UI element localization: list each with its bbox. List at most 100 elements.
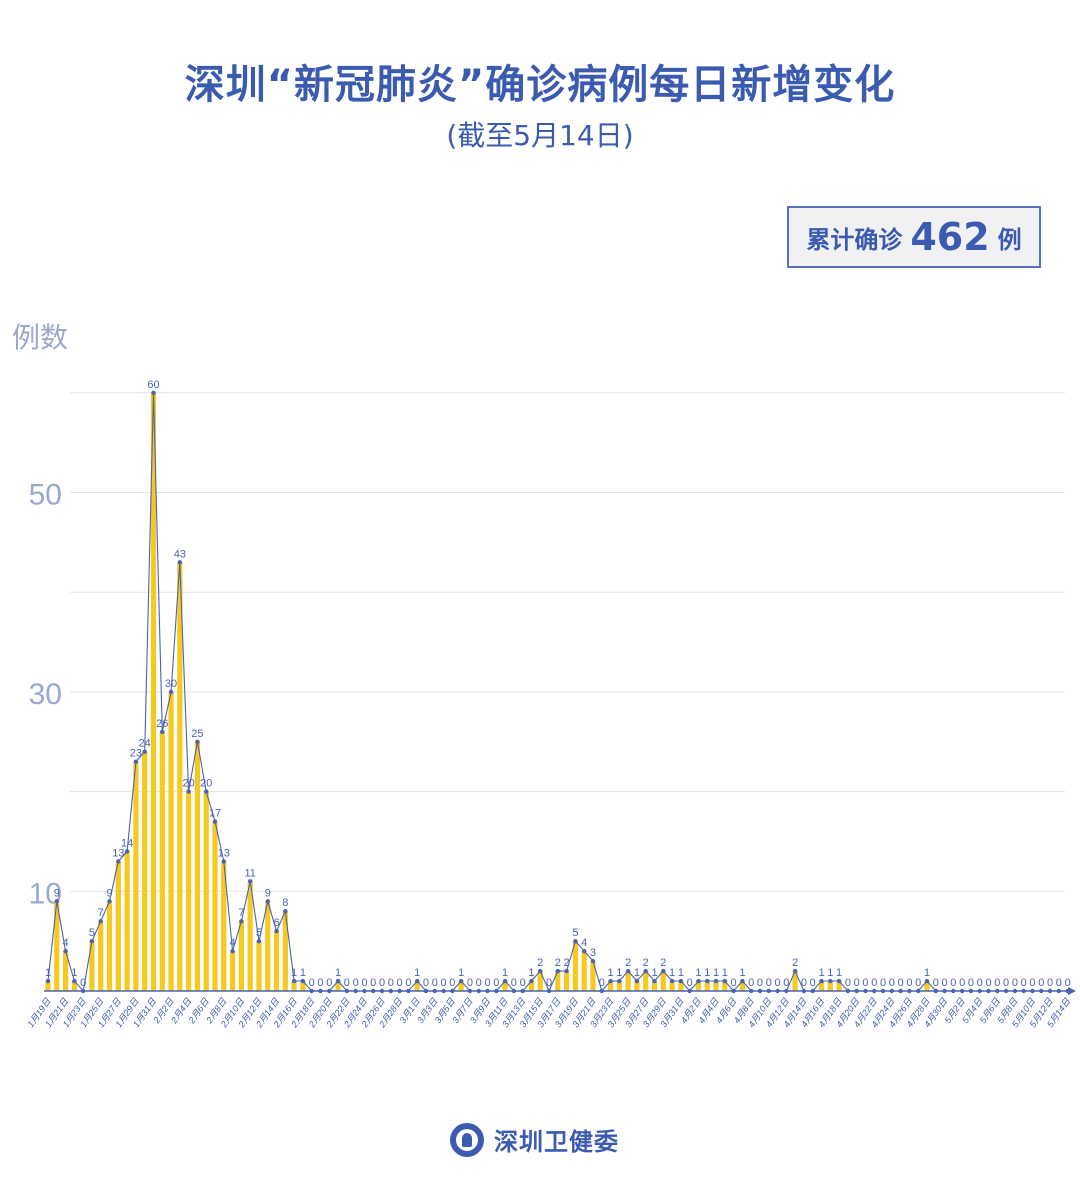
data-label: 0 (968, 977, 974, 989)
bar (291, 981, 297, 991)
data-point (362, 988, 367, 994)
data-point (801, 988, 807, 994)
bar (818, 981, 825, 991)
data-label: 0 (854, 977, 860, 989)
data-point (63, 948, 68, 954)
data-label: 7 (238, 907, 244, 919)
data-label: 0 (1038, 977, 1044, 989)
data-label: 0 (432, 977, 438, 989)
data-label: 1 (502, 967, 508, 979)
bar (572, 941, 578, 991)
data-point (458, 978, 464, 984)
data-label: 1 (291, 967, 297, 979)
data-point (546, 988, 552, 994)
data-label: 0 (370, 977, 376, 989)
bar (282, 911, 288, 991)
data-label: 0 (520, 977, 526, 989)
bar (581, 951, 587, 991)
bar (634, 981, 640, 991)
data-point (511, 988, 517, 994)
data-label: 0 (687, 977, 693, 989)
data-point (309, 988, 314, 994)
data-point (379, 988, 385, 994)
data-label: 0 (309, 977, 315, 989)
total-cases-label: 累计确诊 (806, 225, 903, 254)
data-label: 1 (607, 967, 613, 979)
y-axis-label: 例数 (12, 321, 69, 354)
data-label: 2 (625, 957, 631, 969)
data-label: 0 (757, 977, 763, 989)
data-point (247, 879, 253, 884)
data-label: 1 (651, 967, 657, 979)
data-label: 0 (1056, 977, 1062, 989)
data-point (388, 988, 394, 994)
data-point (617, 978, 622, 984)
data-point (590, 958, 596, 964)
data-point (845, 988, 851, 994)
data-label: 0 (977, 977, 983, 989)
data-label: 0 (405, 977, 411, 989)
data-label: 0 (933, 977, 939, 989)
data-label: 2 (555, 957, 561, 969)
data-point (1021, 988, 1026, 994)
data-point (731, 988, 736, 994)
bar (238, 921, 244, 991)
data-point (661, 968, 666, 974)
data-point (520, 988, 525, 994)
data-point (669, 978, 675, 984)
bar (625, 971, 631, 991)
data-point (142, 749, 147, 754)
bar (660, 971, 666, 991)
data-label: 11 (244, 867, 255, 879)
y-tick-label: 50 (29, 479, 62, 512)
data-point (80, 988, 86, 994)
data-label: 4 (581, 937, 587, 949)
data-label: 0 (880, 977, 886, 989)
data-label: 4 (230, 937, 236, 949)
bar (537, 971, 543, 991)
data-label: 0 (344, 977, 350, 989)
data-label: 0 (361, 977, 367, 989)
data-point (177, 560, 183, 565)
total-cases-badge: 累计确诊 462 例 (787, 206, 1041, 268)
footer-brand: 深圳卫健委 (450, 1122, 619, 1157)
data-point (792, 968, 798, 974)
data-point (995, 988, 1000, 994)
data-point (538, 968, 543, 974)
data-point (1056, 988, 1062, 994)
data-label: 0 (397, 977, 403, 989)
data-point (968, 988, 974, 994)
data-label: 1 (827, 967, 833, 979)
data-point (204, 789, 209, 794)
bar (792, 971, 798, 991)
data-point (986, 988, 991, 994)
data-point (924, 978, 930, 984)
data-label: 1 (335, 967, 341, 979)
data-point (441, 988, 446, 994)
bar (924, 981, 930, 991)
data-point (414, 978, 420, 984)
data-point (467, 988, 473, 994)
bar (678, 981, 684, 991)
bar (555, 971, 561, 991)
bar (713, 981, 719, 991)
bar (229, 951, 236, 991)
data-label: 0 (862, 977, 868, 989)
data-point (221, 859, 226, 864)
data-point (933, 988, 938, 994)
data-point (1039, 988, 1044, 994)
data-point (133, 759, 139, 764)
data-point (529, 978, 534, 984)
total-cases-value: 462 (910, 215, 990, 259)
bar (106, 901, 113, 991)
bar (98, 921, 104, 991)
data-point (432, 988, 437, 994)
data-point (1012, 988, 1018, 994)
health-commission-logo-icon (450, 1122, 484, 1157)
data-point (564, 968, 569, 974)
data-point (300, 978, 306, 984)
data-point (107, 899, 112, 904)
bar (150, 392, 157, 991)
data-point (1003, 988, 1009, 994)
data-point (160, 729, 165, 734)
